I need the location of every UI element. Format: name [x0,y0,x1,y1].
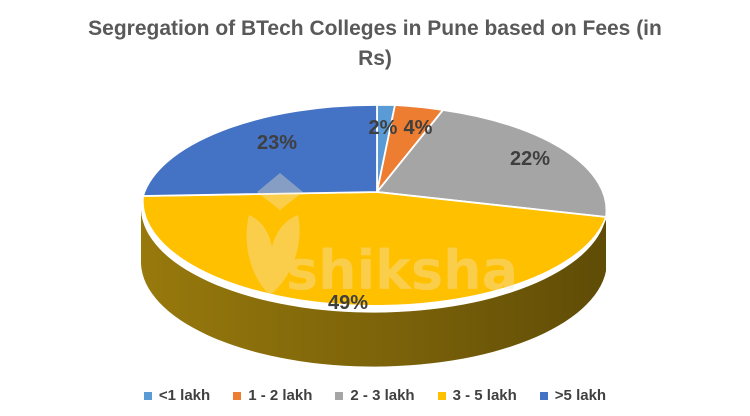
legend-item-gt5-lakh: >5 lakh [539,387,607,404]
chart-title: Segregation of BTech Colleges in Pune ba… [0,14,750,74]
legend-marker-1-2-lakh [233,391,242,400]
shiksha-watermark-text: shiksha [286,239,518,302]
shiksha-watermark: shiksha [246,173,518,302]
pie-side-3-5-lakh [141,210,606,367]
legend-marker-2-3-lakh [335,391,344,400]
data-label-3-5-lakh: 49% [328,292,368,314]
legend-item-1-2-lakh: 1 - 2 lakh [233,387,312,404]
data-label-2-3-lakh: 22% [510,148,550,170]
shiksha-logo-feather-icon [246,215,300,295]
legend-marker-gt5-lakh [539,391,548,400]
legend-marker-lt1-lakh [143,391,152,400]
legend-item-2-3-lakh: 2 - 3 lakh [335,387,415,404]
data-label-lt1-lakh: 2% [369,117,398,139]
legend-label-3-5-lakh: 3 - 5 lakh [452,387,517,404]
legend-label-gt5-lakh: >5 lakh [554,387,607,404]
shiksha-logo-diamond-icon [257,173,303,210]
chart-title-line1: Segregation of BTech Colleges in Pune ba… [88,17,662,40]
legend-item-lt1-lakh: <1 lakh [143,387,211,404]
legend-item-3-5-lakh: 3 - 5 lakh [437,387,517,404]
data-label-gt5-lakh: 23% [257,132,297,154]
chart-title-line2: Rs) [358,47,392,70]
legend-label-1-2-lakh: 1 - 2 lakh [248,387,313,404]
legend-marker-3-5-lakh [437,391,446,400]
legend-label-2-3-lakh: 2 - 3 lakh [350,387,415,404]
pie-slice-gt5-lakh [142,104,378,197]
legend: <1 lakh 1 - 2 lakh 2 - 3 lakh 3 - 5 lakh… [0,387,750,404]
pie-slice-2-3-lakh [376,109,608,218]
data-label-1-2-lakh: 4% [404,117,433,139]
legend-label-lt1-lakh: <1 lakh [158,387,211,404]
pie-slice-3-5-lakh [141,191,607,307]
